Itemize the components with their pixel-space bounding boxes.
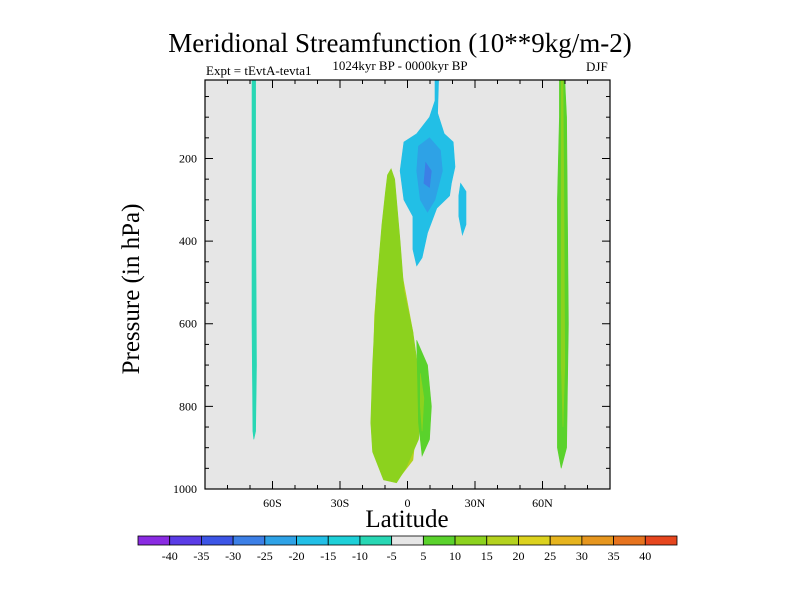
y-tick-label: 400 <box>179 234 197 248</box>
colorbar-swatch <box>201 535 234 546</box>
colorbar-swatch <box>454 535 488 546</box>
colorbar-label: -5 <box>387 549 397 563</box>
contour-negative-sh-polar <box>251 79 257 440</box>
colorbar-swatch <box>169 535 202 546</box>
x-axis-label: Latitude <box>365 506 448 533</box>
colorbar-swatch <box>296 535 329 546</box>
y-tick-label: 800 <box>179 399 197 413</box>
colorbar-swatch <box>486 535 519 546</box>
colorbar-swatch <box>391 535 424 546</box>
x-axis: 60S 30S 0 30N 60N <box>227 80 588 510</box>
x-tick-label: 0 <box>405 496 411 510</box>
x-tick-label: 30S <box>331 496 350 510</box>
colorbar-label: -30 <box>225 549 241 563</box>
colorbar-label: 40 <box>639 549 651 563</box>
y-tick-label: 1000 <box>173 482 197 496</box>
colorbar-label: 15 <box>481 549 493 563</box>
colorbar-label: 5 <box>420 549 426 563</box>
colorbar-label: 25 <box>544 549 556 563</box>
colorbar-swatch <box>581 535 614 546</box>
x-tick-label: 30N <box>465 496 486 510</box>
contour-negative-upper-20 <box>423 161 432 188</box>
colorbar-label: -40 <box>162 549 178 563</box>
chart-title: Meridional Streamfunction (10**9kg/m-2) <box>168 28 632 58</box>
x-tick-label: 60S <box>263 496 282 510</box>
colorbar-swatch <box>327 535 361 546</box>
y-axis: 200 400 600 800 1000 <box>173 96 610 496</box>
experiment-label: Expt = tEvtA-tevta1 <box>206 63 312 78</box>
colorbar-label: -10 <box>352 549 368 563</box>
colorbar: -40 -35 -30 -25 -20 -15 -10 -5 5 10 15 20 25 30 35 40 <box>137 535 678 563</box>
colorbar-swatch <box>359 535 393 546</box>
colorbar-swatch <box>518 535 551 546</box>
colorbar-label: 30 <box>576 549 588 563</box>
colorbar-swatch <box>422 535 456 546</box>
colorbar-label: 10 <box>449 549 461 563</box>
y-tick-label: 200 <box>179 151 197 165</box>
period-subtitle: 1024kyr BP - 0000kyr BP <box>332 58 468 73</box>
colorbar-swatch <box>232 535 266 546</box>
season-label: DJF <box>586 59 608 74</box>
y-axis-label: Pressure (in hPa) <box>118 204 145 375</box>
x-tick-label: 60N <box>532 496 553 510</box>
colorbar-swatch <box>264 535 297 546</box>
colorbar-label: 20 <box>512 549 524 563</box>
colorbar-swatch <box>137 535 171 546</box>
contour-positive-lobe-15 <box>419 373 425 432</box>
contour-regions <box>251 79 569 484</box>
colorbar-label: -20 <box>289 549 305 563</box>
y-tick-label: 600 <box>179 317 197 331</box>
colorbar-label: 35 <box>608 549 620 563</box>
colorbar-swatch <box>644 535 678 546</box>
colorbar-swatch <box>613 535 646 546</box>
contour-negative-satellite <box>458 182 467 237</box>
colorbar-label: -35 <box>193 549 209 563</box>
contour-positive-cell-10 <box>370 168 423 484</box>
colorbar-label: -25 <box>257 549 273 563</box>
colorbar-swatch <box>549 535 583 546</box>
colorbar-label: -15 <box>320 549 336 563</box>
